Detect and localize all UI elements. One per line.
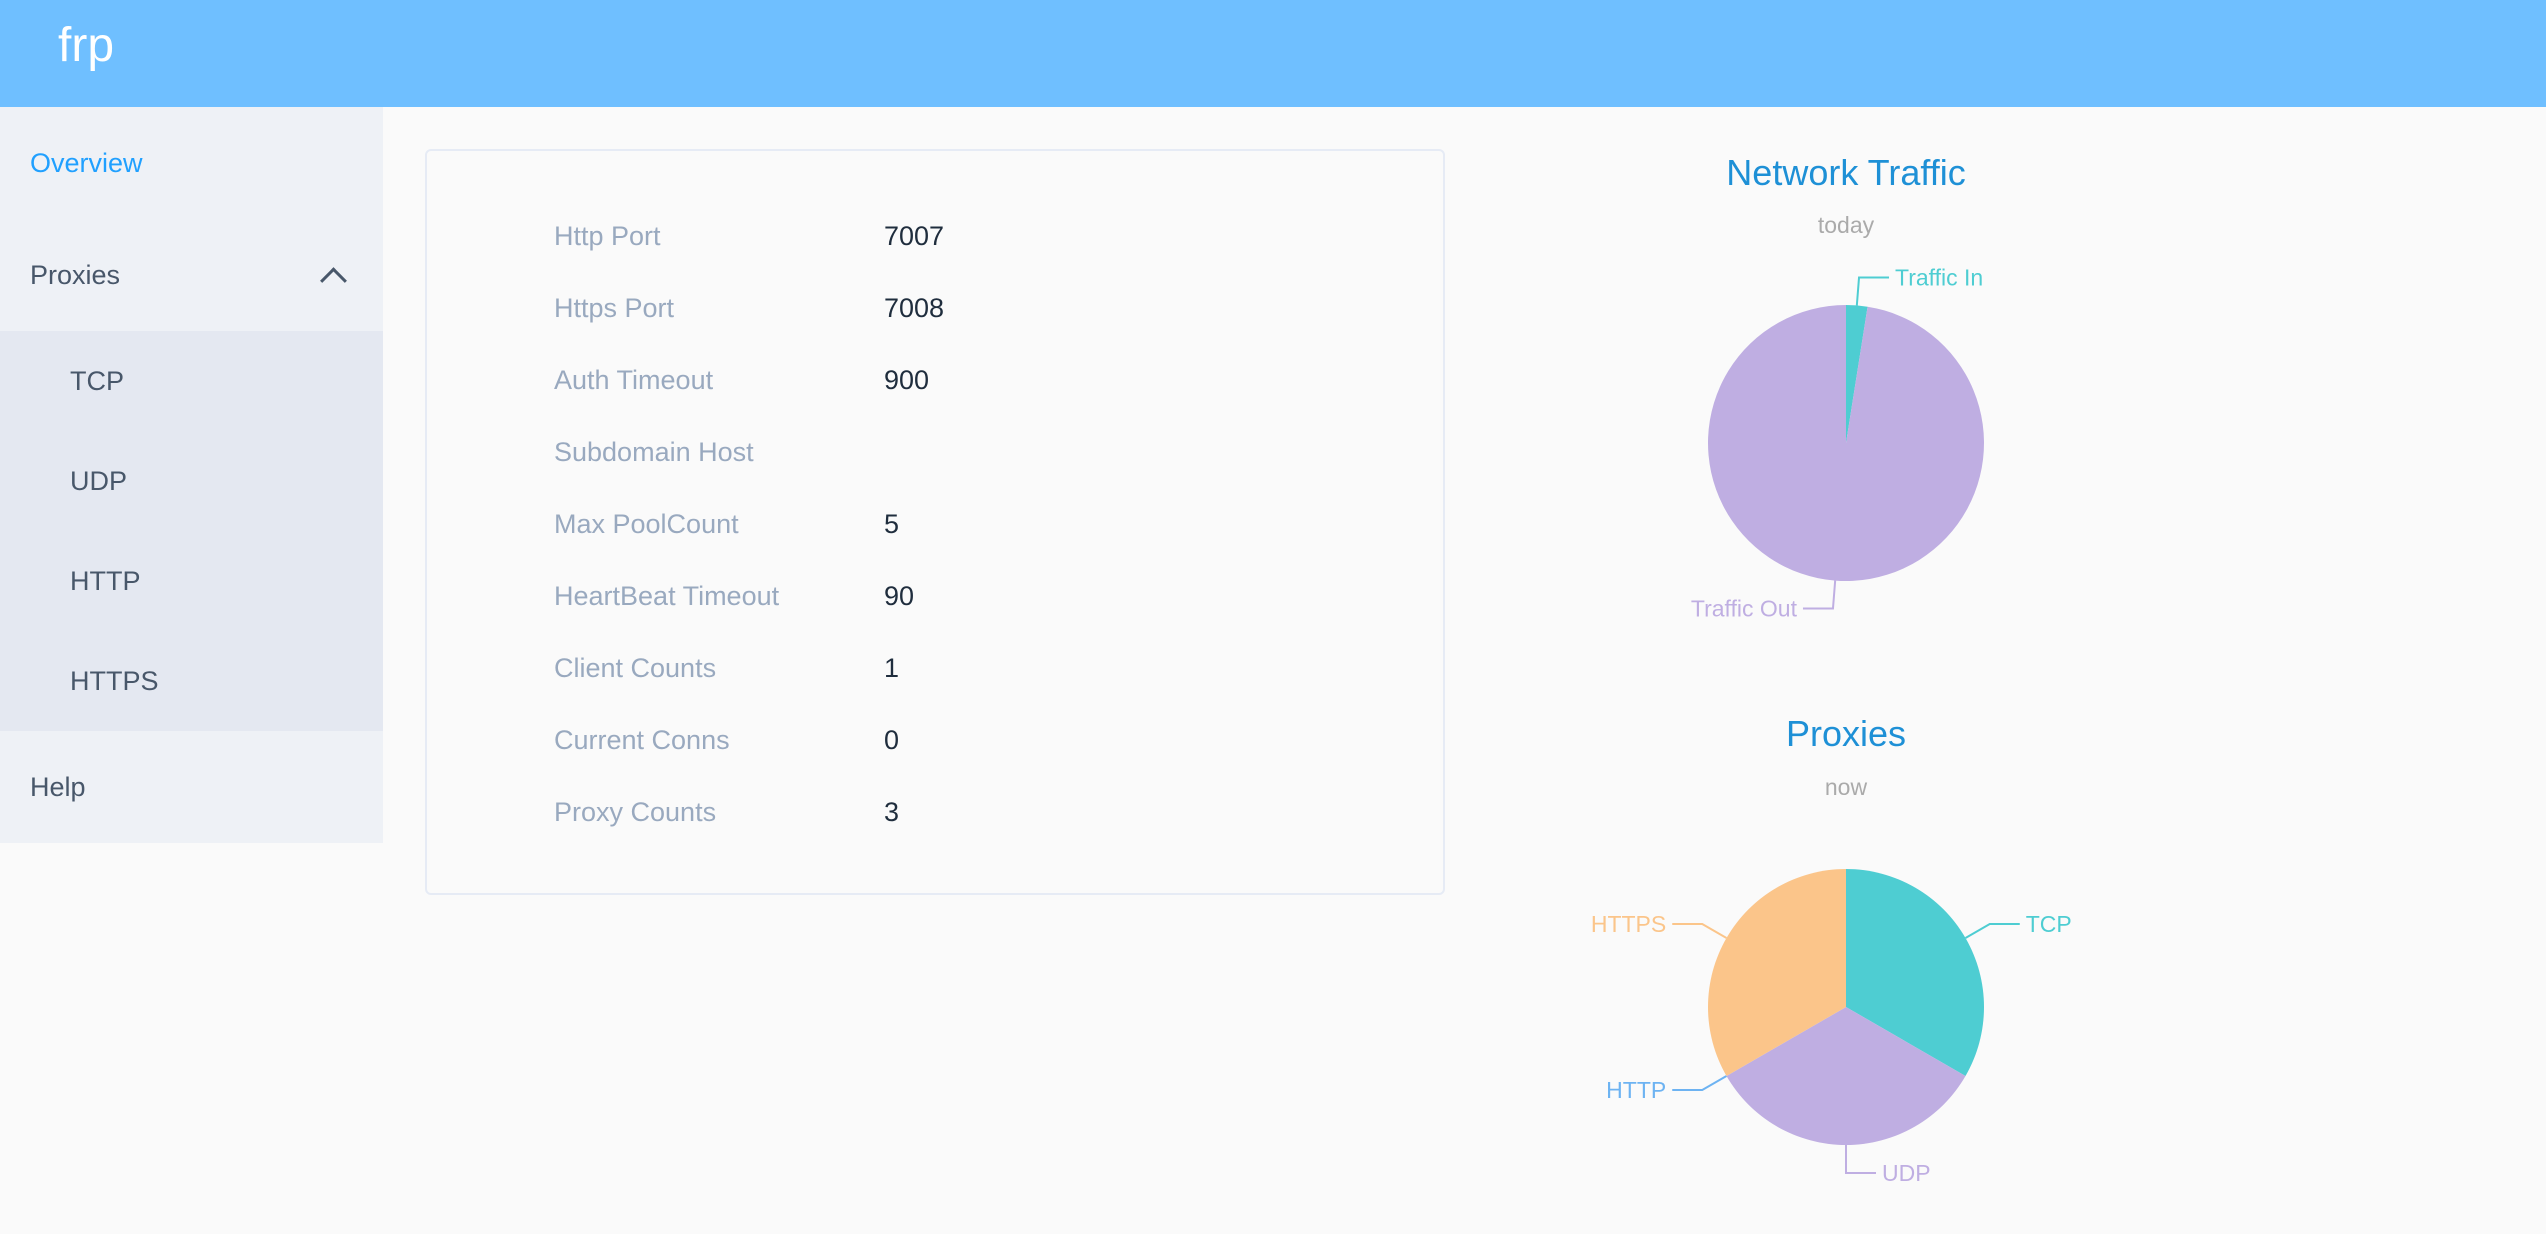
pie-slice-traffic-in[interactable] — [1846, 305, 1868, 443]
pie-label: TCP — [2026, 911, 2072, 937]
app-logo[interactable]: frp — [58, 19, 115, 72]
pie-label: UDP — [1882, 1160, 1931, 1186]
label-line — [1855, 276, 1890, 306]
info-value: 7007 — [884, 220, 945, 251]
chart-subtitle: today — [1818, 212, 1875, 238]
info-label: Max PoolCount — [554, 508, 739, 539]
sidebar-item-udp[interactable]: UDP — [70, 465, 128, 496]
info-row: Proxy Counts 3 — [554, 792, 899, 832]
pie-slice-tcp[interactable] — [1846, 869, 1984, 1076]
pie-label: HTTPS — [1591, 911, 1666, 937]
sidebar-item-https[interactable]: HTTPS — [70, 665, 159, 696]
info-row: HeartBeat Timeout 90 — [554, 576, 914, 616]
sidebar-item-http[interactable]: HTTP — [70, 565, 141, 596]
pie-label: HTTP — [1606, 1077, 1666, 1103]
proxies-submenu: TCP UDP HTTP HTTPS — [0, 331, 383, 731]
info-row: Auth Timeout 900 — [554, 360, 929, 400]
info-label: Subdomain Host — [554, 436, 754, 467]
top-header: frp — [0, 0, 2546, 107]
pie-chart-1: Proxies now TCP UDP HTTP HTTPS — [1591, 713, 2072, 1186]
label-line — [1672, 923, 1727, 939]
info-row: Subdomain Host — [554, 432, 884, 472]
sidebar-item-tcp[interactable]: TCP — [70, 365, 124, 396]
info-value: 5 — [884, 508, 900, 539]
info-row: Current Conns 0 — [554, 720, 899, 760]
sidebar-item-proxies[interactable]: Proxies — [0, 219, 383, 331]
info-row: Client Counts 1 — [554, 648, 899, 688]
info-row: Https Port 7008 — [554, 288, 944, 328]
pie-label: Traffic Out — [1691, 595, 1798, 621]
pie-label: Traffic In — [1895, 265, 1983, 291]
info-value: 0 — [884, 724, 900, 755]
pie-slice-https[interactable] — [1708, 869, 1846, 1076]
pie-slice-traffic-out[interactable] — [1708, 305, 1984, 581]
info-row: Max PoolCount 5 — [554, 504, 899, 544]
info-label: Client Counts — [554, 652, 717, 683]
info-label: HeartBeat Timeout — [554, 580, 780, 611]
label-line — [1672, 1075, 1727, 1091]
info-value: 7008 — [884, 292, 945, 323]
sidebar-item-overview[interactable]: Overview — [30, 147, 143, 178]
sidebar-item-help[interactable]: Help — [30, 771, 86, 802]
info-value: 3 — [884, 796, 900, 827]
label-line — [1965, 923, 2020, 939]
info-row: Http Port 7007 — [554, 216, 944, 256]
sidebar-item-label: Proxies — [30, 259, 121, 290]
info-value: 900 — [884, 364, 930, 395]
pie-chart-0: Network Traffic today Traffic In Traffic Ou… — [1691, 152, 1984, 621]
info-label: Current Conns — [554, 724, 730, 755]
info-value: 90 — [884, 580, 915, 611]
label-line — [1845, 1145, 1876, 1174]
info-value: 1 — [884, 652, 900, 683]
server-info-card: Http Port 7007 Https Port 7008 Auth Timeout 9… — [425, 149, 1445, 895]
label-line — [1802, 580, 1837, 610]
chart-subtitle: now — [1825, 774, 1868, 800]
sidebar: Overview Proxies TCP UDP HTTP HTTPS Help — [0, 107, 383, 843]
info-label: Proxy Counts — [554, 796, 717, 827]
info-label: Auth Timeout — [554, 364, 714, 395]
chart-title: Network Traffic — [1726, 152, 1965, 193]
chart-title: Proxies — [1786, 713, 1906, 754]
info-label: Https Port — [554, 292, 675, 323]
info-label: Http Port — [554, 220, 661, 251]
